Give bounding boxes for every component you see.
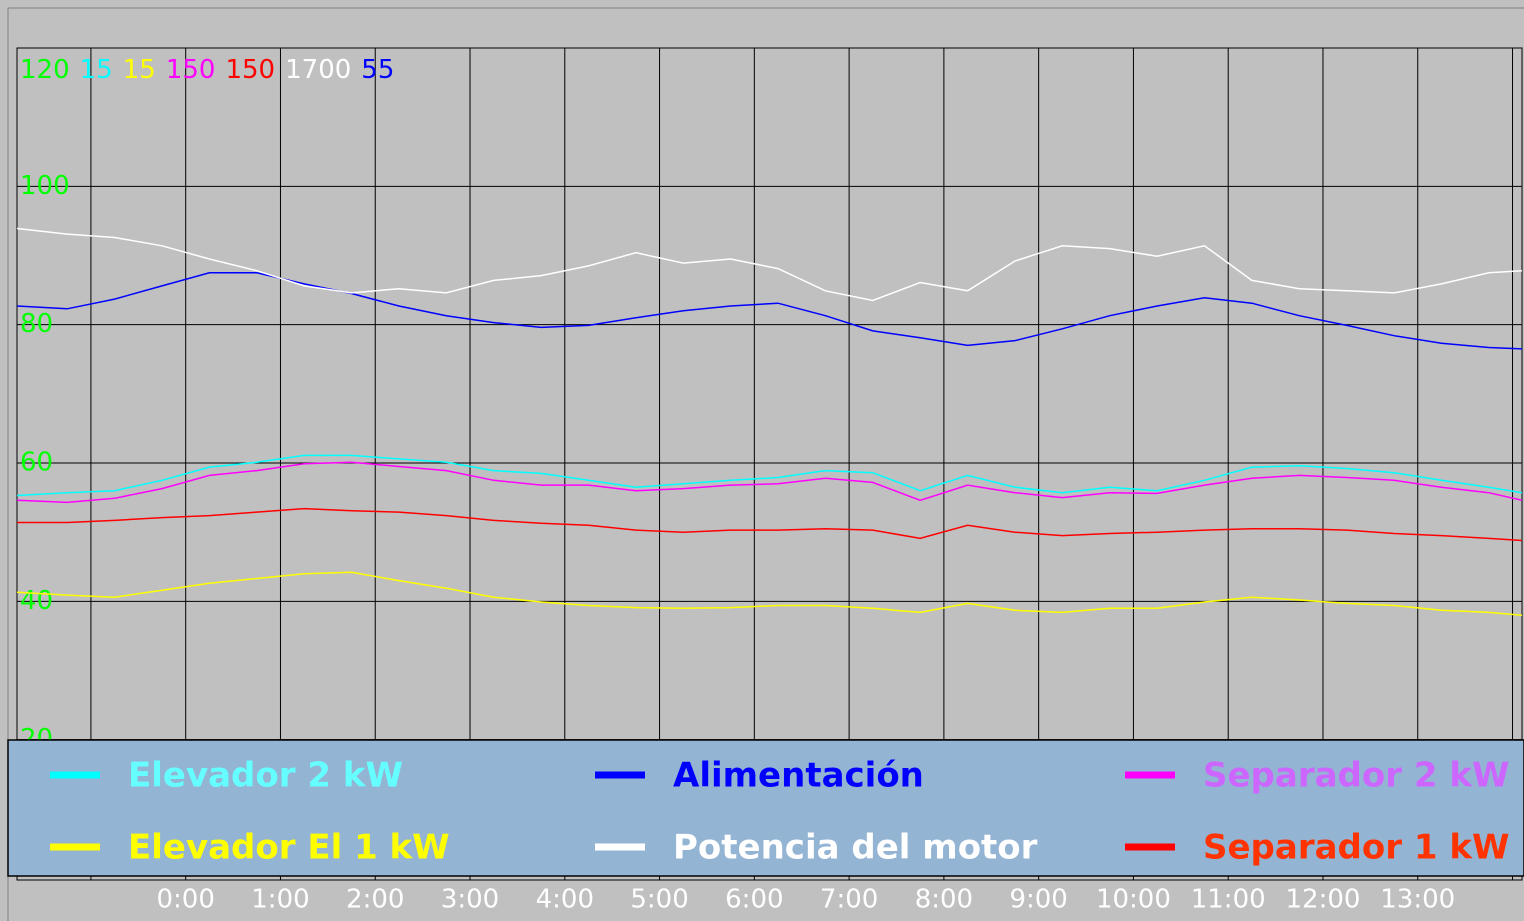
legend-label: Elevador El 1 kW [128, 828, 450, 868]
x-tick-label: 13:00 [1380, 885, 1455, 915]
legend-label: Alimentación [673, 756, 924, 796]
scale-label: 15 [80, 55, 113, 85]
legend-label: Elevador 2 kW [128, 756, 403, 796]
x-tick-label: 7:00 [820, 885, 878, 915]
x-tick-label: 4:00 [536, 885, 594, 915]
series-line [17, 227, 1522, 302]
x-tick-label: 1:00 [251, 885, 309, 915]
scale-label: 120 [20, 55, 70, 85]
legend-label: Separador 2 kW [1203, 756, 1509, 796]
x-tick-label: 9:00 [1009, 885, 1067, 915]
y-tick-label: 100 [20, 171, 70, 201]
series-line [17, 454, 1522, 497]
y-tick-label: 40 [20, 586, 53, 616]
x-tick-label: 11:00 [1191, 885, 1266, 915]
legend-label: Separador 1 kW [1203, 828, 1509, 868]
scale-header: 120 15 15 150 150 1700 55 [20, 55, 394, 85]
plot-frame [16, 47, 1523, 881]
scale-label: 15 [123, 55, 156, 85]
x-tick-label: 5:00 [630, 885, 688, 915]
series-line [17, 507, 1522, 542]
legend-box [7, 739, 1524, 877]
scale-label: 1700 [285, 55, 351, 85]
y-tick-label: 80 [20, 309, 53, 339]
scale-label: 150 [225, 55, 275, 85]
y-tick-label: 60 [20, 448, 53, 478]
scale-label: 150 [166, 55, 216, 85]
x-tick-label: 10:00 [1096, 885, 1171, 915]
scale-label: 55 [361, 55, 394, 85]
x-tick-label: 3:00 [441, 885, 499, 915]
x-tick-label: 12:00 [1286, 885, 1361, 915]
x-tick-label: 6:00 [725, 885, 783, 915]
plot-lines [17, 227, 1522, 616]
x-tick-label: 2:00 [346, 885, 404, 915]
x-tick-label: 8:00 [915, 885, 973, 915]
series-line [17, 571, 1522, 616]
series-line [17, 461, 1522, 504]
x-tick-label: 0:00 [157, 885, 215, 915]
legend-label: Potencia del motor [673, 828, 1038, 868]
